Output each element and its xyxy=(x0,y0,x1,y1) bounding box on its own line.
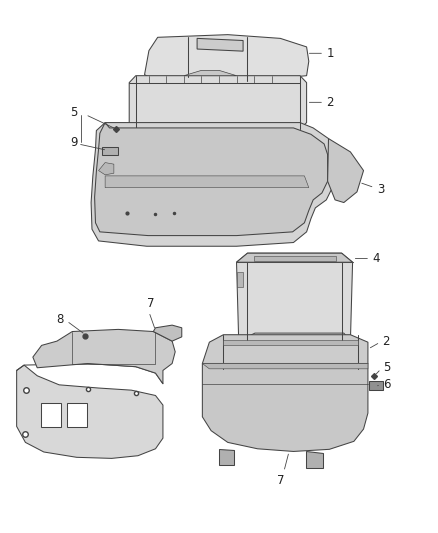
Polygon shape xyxy=(91,123,333,246)
Text: 2: 2 xyxy=(326,96,334,109)
Polygon shape xyxy=(219,449,234,465)
Polygon shape xyxy=(223,340,358,345)
Polygon shape xyxy=(202,364,368,451)
Polygon shape xyxy=(95,123,328,236)
Polygon shape xyxy=(105,176,309,188)
Polygon shape xyxy=(145,35,309,81)
Text: 4: 4 xyxy=(372,252,380,265)
Polygon shape xyxy=(306,451,323,468)
Polygon shape xyxy=(254,256,336,261)
Polygon shape xyxy=(237,253,353,262)
Text: 7: 7 xyxy=(277,474,285,487)
Polygon shape xyxy=(237,272,243,287)
Text: 9: 9 xyxy=(71,136,78,149)
Polygon shape xyxy=(153,325,182,341)
Polygon shape xyxy=(102,147,118,155)
Text: 7: 7 xyxy=(147,297,155,310)
Polygon shape xyxy=(33,329,175,384)
Text: 5: 5 xyxy=(383,361,390,374)
Polygon shape xyxy=(41,403,61,427)
Text: 3: 3 xyxy=(377,183,384,196)
Polygon shape xyxy=(129,76,307,129)
Text: 6: 6 xyxy=(383,378,390,391)
Polygon shape xyxy=(67,403,87,427)
Polygon shape xyxy=(99,163,114,175)
Text: 2: 2 xyxy=(382,335,389,348)
Polygon shape xyxy=(184,70,237,76)
Polygon shape xyxy=(17,365,163,458)
Polygon shape xyxy=(202,364,368,369)
Polygon shape xyxy=(328,139,364,203)
Polygon shape xyxy=(202,335,368,369)
Polygon shape xyxy=(369,381,383,390)
Polygon shape xyxy=(237,253,353,341)
Text: 1: 1 xyxy=(326,47,334,60)
Polygon shape xyxy=(197,38,243,51)
Text: 8: 8 xyxy=(56,313,64,326)
Text: 5: 5 xyxy=(71,107,78,119)
